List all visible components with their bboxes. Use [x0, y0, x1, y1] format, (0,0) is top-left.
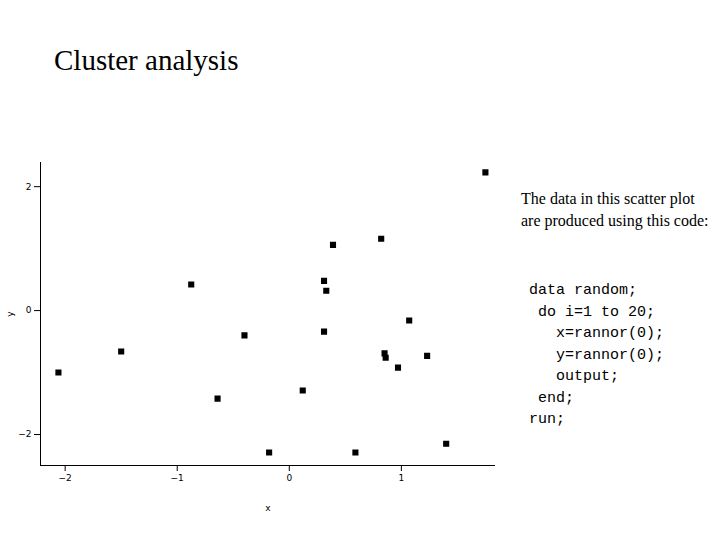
svg-text:0: 0 — [26, 305, 32, 315]
html-text:Cluster analysis: Cluster analysis — [54, 44, 239, 76]
svg-text:x: x — [265, 503, 271, 513]
svg-text:0: 0 — [286, 473, 292, 483]
html-text:The data in this scatter plot: The data in this scatter plot are produc… — [521, 190, 709, 229]
svg-text:−2: −2 — [18, 429, 31, 439]
svg-text:y: y — [5, 311, 15, 317]
svg-text:−2: −2 — [59, 473, 72, 483]
svg-text:1: 1 — [398, 473, 404, 483]
svg-text:−1: −1 — [171, 473, 184, 483]
svg-text:2: 2 — [26, 182, 32, 192]
html-text:data random; do i=1 to 20; x=r: data random; do i=1 to 20; x=rannor(0); … — [529, 282, 664, 428]
